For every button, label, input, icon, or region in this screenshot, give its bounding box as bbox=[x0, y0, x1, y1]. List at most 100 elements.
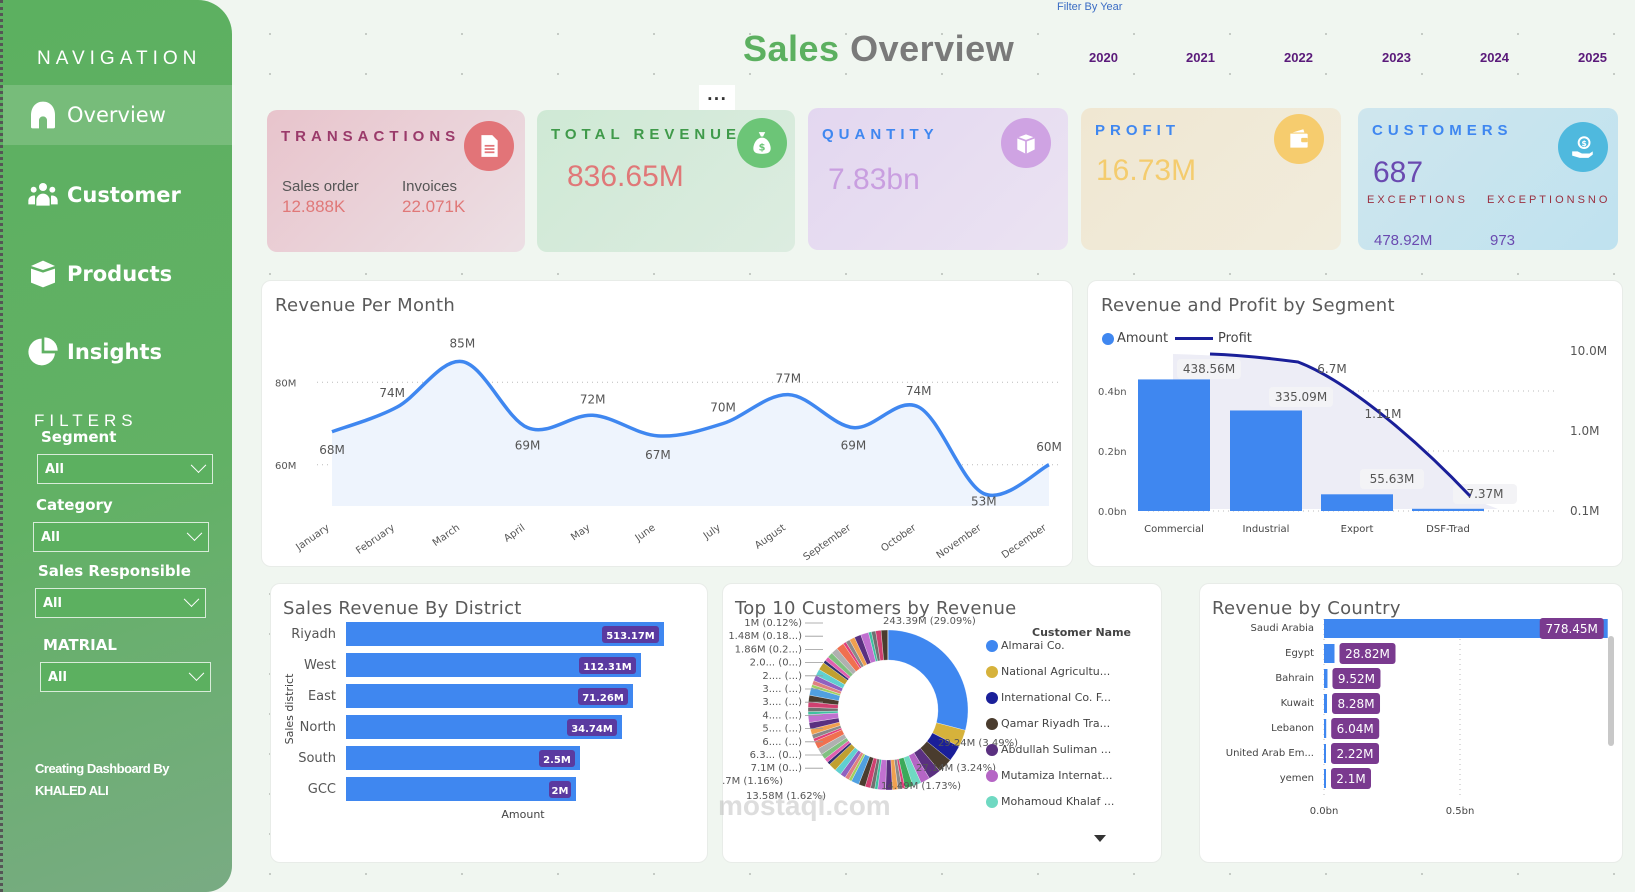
bar bbox=[1324, 644, 1335, 663]
more-options-button[interactable]: ... bbox=[699, 85, 735, 113]
legend-item[interactable]: Mohamoud Khalaf ... bbox=[986, 795, 1114, 808]
y-tick-label: 0.0bn bbox=[1098, 507, 1127, 518]
legend-item[interactable]: International Co. F... bbox=[986, 691, 1111, 704]
legend-scroll-down-icon[interactable] bbox=[1094, 835, 1106, 842]
scrollbar[interactable] bbox=[1608, 636, 1614, 746]
data-label: 513.17M bbox=[606, 631, 655, 642]
money-bag-icon: $ bbox=[737, 118, 787, 168]
slice-label: 3.... (...) bbox=[762, 684, 802, 695]
nav-item-products[interactable]: Products bbox=[3, 244, 235, 304]
slice-label: 4.... (...) bbox=[762, 710, 802, 721]
segment-filter-select[interactable]: All bbox=[37, 454, 213, 484]
slice-label: 29.24M (3.49%) bbox=[938, 738, 1018, 749]
x-tick-label: November bbox=[935, 522, 985, 561]
y-tick-label: Lebanon bbox=[1271, 723, 1314, 734]
data-label: 77M bbox=[775, 372, 801, 386]
legend-dot bbox=[986, 769, 998, 782]
slice-label: 3.... (...) bbox=[762, 697, 802, 708]
legend-dot bbox=[986, 717, 998, 730]
legend-profit[interactable]: Profit bbox=[1175, 331, 1252, 346]
package-icon bbox=[1001, 118, 1051, 168]
sales-responsible-filter-value: All bbox=[43, 595, 62, 611]
sales-order-value: 12.888K bbox=[282, 197, 346, 216]
legend-amount[interactable]: Amount bbox=[1102, 331, 1168, 346]
profit-card: PROFIT 16.73M bbox=[1081, 108, 1341, 250]
data-label: 69M bbox=[515, 439, 541, 453]
category-filter-select[interactable]: All bbox=[33, 522, 209, 552]
data-label: 85M bbox=[450, 337, 476, 351]
year-filter-2020[interactable]: 2020 bbox=[1089, 50, 1118, 65]
data-label: 68M bbox=[319, 443, 345, 457]
nav-item-overview[interactable]: Overview bbox=[3, 85, 235, 145]
material-filter-select[interactable]: All bbox=[40, 662, 211, 692]
legend-item[interactable]: Mutamiza Internat... bbox=[986, 769, 1112, 782]
y-tick-label: Riyadh bbox=[291, 627, 336, 642]
year-filter-2022[interactable]: 2022 bbox=[1284, 50, 1313, 65]
y-tick-label: Egypt bbox=[1285, 648, 1314, 659]
legend-dot bbox=[986, 691, 998, 704]
year-filter-2025[interactable]: 2025 bbox=[1578, 50, 1607, 65]
chevron-down-icon bbox=[183, 590, 200, 607]
year-filter-2023[interactable]: 2023 bbox=[1382, 50, 1411, 65]
category-filter-value: All bbox=[41, 529, 60, 545]
y-tick-label: Kuwait bbox=[1281, 698, 1314, 709]
year-filter-2021[interactable]: 2021 bbox=[1186, 50, 1215, 65]
total-revenue-value: 836.65M bbox=[567, 160, 684, 193]
bar bbox=[1412, 508, 1484, 511]
chevron-down-icon bbox=[188, 664, 205, 681]
data-label-bg bbox=[1332, 693, 1381, 714]
legend-label: Amount bbox=[1117, 331, 1169, 346]
category-filter-label: Category bbox=[36, 496, 113, 514]
data-label-bg bbox=[1177, 359, 1241, 379]
legend-item[interactable]: Qamar Riyadh Tra... bbox=[986, 717, 1110, 730]
pie-chart-icon bbox=[28, 337, 58, 366]
bar bbox=[1324, 744, 1326, 763]
legend-label: National Agricultu... bbox=[1001, 665, 1111, 678]
chart-title: Revenue by Country bbox=[1212, 598, 1401, 619]
x-tick-label: April bbox=[502, 522, 527, 544]
y-tick-label: 0.4bn bbox=[1098, 387, 1127, 398]
x-tick-label: October bbox=[879, 522, 919, 554]
bar bbox=[1138, 379, 1210, 511]
nav-item-customer[interactable]: Customer bbox=[3, 165, 235, 225]
nav-item-insights[interactable]: Insights bbox=[3, 322, 235, 382]
data-label-bg bbox=[539, 750, 575, 767]
slice-label: 1.48M (0.18...) bbox=[728, 631, 802, 642]
sidebar: NAVIGATION Overview Customer Products In… bbox=[0, 0, 235, 892]
year-filter-2024[interactable]: 2024 bbox=[1480, 50, 1509, 65]
data-label: 112.31M bbox=[583, 662, 632, 673]
document-icon bbox=[464, 121, 514, 171]
data-label-bg bbox=[1360, 469, 1424, 489]
x-tick-label: Export bbox=[1341, 524, 1374, 535]
chart-title: Revenue Per Month bbox=[275, 295, 456, 316]
x-tick-label: January bbox=[294, 522, 332, 553]
page-title-part2: Overview bbox=[850, 28, 1015, 69]
data-label: 7.37M bbox=[1466, 487, 1503, 501]
sales-responsible-filter-select[interactable]: All bbox=[35, 588, 206, 618]
slice-label: 7.1M (0...) bbox=[751, 763, 803, 774]
data-label: 67M bbox=[645, 448, 671, 462]
quantity-card: QUANTITY 7.83bn bbox=[808, 108, 1068, 250]
exceptionsno-label: EXCEPTIONSNO bbox=[1487, 194, 1611, 206]
y-tick-label: 80M bbox=[275, 378, 296, 389]
top-customers-panel: Top 10 Customers by Revenue Customer Nam… bbox=[722, 583, 1162, 863]
exceptions-value: 478.92M bbox=[1374, 232, 1433, 249]
data-label: 74M bbox=[906, 384, 932, 398]
profit-value: 16.73M bbox=[1096, 154, 1197, 187]
data-label-bg bbox=[1331, 768, 1371, 789]
x-axis-title: Amount bbox=[501, 808, 545, 821]
legend-label: Almarai Co. bbox=[1001, 639, 1065, 652]
legend-item[interactable]: National Agricultu... bbox=[986, 665, 1110, 678]
segment-filter-label: Segment bbox=[41, 428, 117, 446]
legend-item[interactable]: Abdullah Suliman ... bbox=[986, 743, 1111, 756]
slice-label: 6.3... (0...) bbox=[750, 750, 802, 761]
legend-item[interactable]: Almarai Co. bbox=[986, 639, 1065, 652]
slice-label: 27.14M (3.24%) bbox=[916, 763, 996, 774]
data-label: 9.52M bbox=[1338, 672, 1375, 686]
x-tick-label: June bbox=[633, 522, 658, 544]
total-revenue-card: TOTAL REVENUE $ 836.65M bbox=[537, 110, 795, 252]
transactions-card: TRANSACTIONS Sales order 12.888K Invoice… bbox=[267, 110, 525, 252]
data-label: 71.26M bbox=[582, 693, 624, 704]
legend-title: Customer Name bbox=[1032, 626, 1131, 639]
watermark: mostaql.com bbox=[718, 790, 891, 821]
